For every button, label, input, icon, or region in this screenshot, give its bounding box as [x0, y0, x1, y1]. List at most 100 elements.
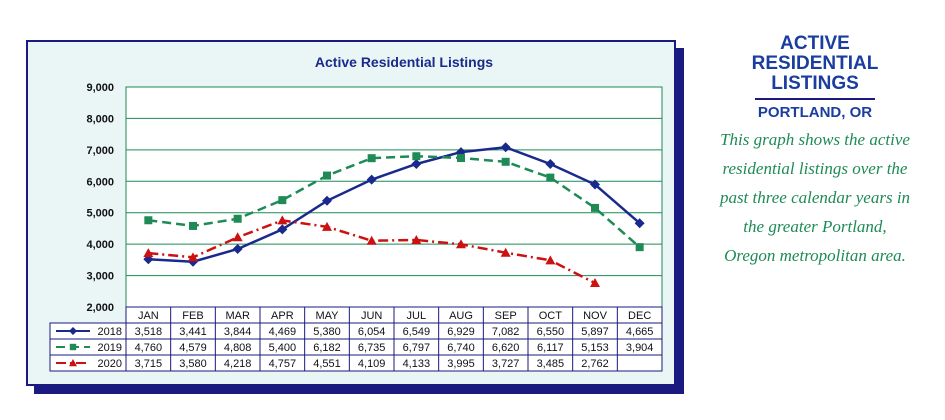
y-tick-label: 7,000	[86, 145, 114, 157]
data-label: 5,153	[581, 342, 609, 354]
data-point-2019	[591, 203, 599, 212]
data-label: 4,133	[403, 358, 431, 370]
y-tick-label: 2,000	[86, 302, 114, 314]
data-point-2020	[545, 255, 556, 265]
data-label: 6,550	[537, 326, 565, 338]
data-label: 3,518	[135, 326, 163, 338]
data-label: 6,620	[492, 342, 520, 354]
data-label: 7,082	[492, 326, 520, 338]
data-point-2020	[366, 235, 377, 245]
data-label: 4,469	[269, 326, 297, 338]
description-line-3: past three calendar years in	[719, 188, 911, 207]
y-tick-label: 8,000	[86, 113, 114, 125]
x-tick-label: JUN	[361, 310, 382, 322]
data-label: 4,760	[135, 342, 163, 354]
y-tick-label: 4,000	[86, 239, 114, 251]
data-point-2019	[278, 196, 287, 205]
x-tick-label: MAY	[315, 310, 339, 322]
series-line-2019	[148, 154, 641, 249]
data-label: 3,441	[179, 326, 207, 338]
data-label: 6,735	[358, 342, 386, 354]
plot-area	[125, 86, 663, 308]
series-line-2018	[148, 146, 641, 263]
data-point-2019	[367, 154, 376, 163]
data-label: 3,580	[179, 358, 207, 370]
data-label: 3,727	[492, 358, 520, 370]
data-point-2018	[232, 244, 243, 255]
x-tick-label: JUL	[407, 310, 427, 322]
data-point-2020	[590, 278, 600, 288]
x-tick-label: AUG	[449, 310, 473, 322]
data-point-2019	[189, 221, 197, 230]
data-label: 3,715	[135, 358, 163, 370]
data-point-2020	[456, 239, 466, 249]
legend-label-2019: 2019	[98, 342, 122, 354]
data-label: 5,897	[581, 326, 609, 338]
data-point-2018	[634, 218, 645, 229]
legend-label-2018: 2018	[98, 326, 122, 338]
legend-marker-2019	[69, 343, 77, 351]
data-point-2019	[635, 243, 644, 252]
y-tick-label: 9,000	[86, 82, 114, 94]
side-title-line-2: RESIDENTIAL	[751, 53, 879, 74]
y-tick-label: 3,000	[86, 271, 114, 283]
data-point-2019	[144, 216, 153, 225]
description-line-1: This graph shows the active	[720, 130, 910, 149]
data-point-2020	[411, 234, 422, 244]
chart-title: Active Residential Listings	[315, 54, 493, 70]
chart-frame: Active Residential Listings 2,000 3,000 4,0…	[26, 40, 676, 386]
data-point-2020	[277, 215, 288, 225]
data-label: 6,740	[447, 342, 475, 354]
data-point-2019	[412, 152, 421, 161]
data-label: 6,117	[537, 342, 564, 354]
description-line-2: residential listings over the	[722, 159, 908, 178]
y-tick-label: 6,000	[86, 176, 114, 188]
x-tick-label: OCT	[539, 310, 563, 322]
side-title-line-1: ACTIVE	[780, 33, 850, 54]
data-point-2019	[233, 214, 242, 223]
data-label: 3,844	[224, 326, 252, 338]
title-divider	[755, 98, 875, 100]
data-point-2018	[545, 159, 556, 169]
table-body	[49, 322, 663, 372]
data-point-2018	[590, 179, 600, 190]
data-label: 6,549	[403, 326, 431, 338]
data-label: 5,400	[269, 342, 297, 354]
legend-marker-2020	[69, 359, 77, 367]
y-tick-label: 5,000	[86, 208, 114, 220]
description-line-4: the greater Portland,	[743, 217, 887, 236]
data-point-2020	[500, 247, 511, 257]
data-point-2019	[501, 157, 510, 166]
data-label: 5,380	[313, 326, 341, 338]
x-tick-label: SEP	[495, 310, 517, 322]
data-point-2018	[277, 224, 288, 235]
side-panel: ACTIVE RESIDENTIAL LISTINGS PORTLAND, OR…	[690, 34, 940, 270]
data-label: 4,109	[358, 358, 386, 370]
location-subtitle: PORTLAND, OR	[757, 104, 873, 121]
data-label: 4,551	[313, 358, 341, 370]
data-label: 3,485	[537, 358, 565, 370]
data-label: 4,665	[626, 326, 654, 338]
x-tick-label: APR	[271, 310, 294, 322]
legend-label-2020: 2020	[98, 358, 122, 370]
legend-marker-2018	[69, 327, 77, 335]
x-tick-label: MAR	[225, 310, 250, 322]
data-label: 4,218	[224, 358, 252, 370]
data-point-2020	[232, 232, 243, 242]
data-point-2018	[366, 174, 377, 185]
data-point-2020	[143, 248, 154, 258]
data-point-2019	[457, 154, 465, 163]
x-tick-label: JAN	[138, 310, 159, 322]
data-point-2020	[322, 221, 332, 231]
data-label: 6,797	[403, 342, 431, 354]
data-label: 2,762	[581, 358, 609, 370]
description-line-5: Oregon metropolitan area.	[724, 246, 906, 265]
data-label: 6,054	[358, 326, 386, 338]
side-title-line-3: LISTINGS	[771, 73, 859, 94]
data-label: 4,757	[269, 358, 297, 370]
data-point-2018	[322, 195, 332, 206]
data-point-2019	[323, 171, 331, 180]
data-label: 4,808	[224, 342, 252, 354]
data-point-2020	[188, 252, 198, 262]
x-tick-label: NOV	[583, 310, 608, 322]
